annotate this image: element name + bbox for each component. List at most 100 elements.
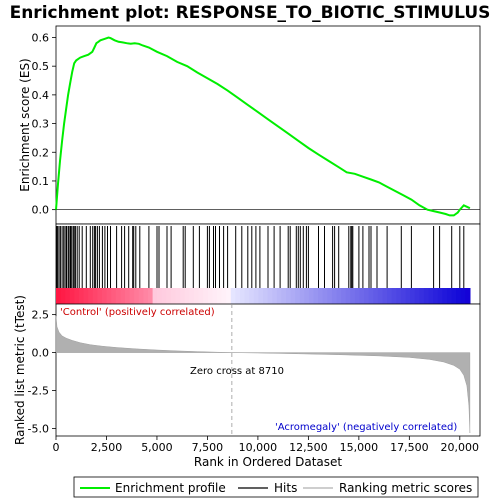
heat-band-cell	[253, 288, 259, 304]
heat-band-cell	[258, 288, 264, 304]
heat-band-cell	[400, 288, 407, 304]
metric-x-tick-label: 12,500	[289, 441, 328, 454]
metric-x-ticks: 0 2,500 5,000 7,500 10,000 12,500 15,000 17,500…	[53, 436, 480, 454]
legend: Enrichment profile Hits Ranking metric s…	[73, 476, 479, 498]
heat-band-cell	[244, 288, 250, 304]
heat-band-cell	[56, 288, 62, 304]
legend-box	[73, 476, 479, 498]
heat-band-cell	[433, 288, 439, 304]
heat-band-cell	[364, 288, 370, 304]
heat-band-cell	[74, 288, 80, 304]
metric-x-tick-label: 17,500	[390, 441, 429, 454]
heat-band-cell	[83, 288, 89, 304]
legend-hits-label: Hits	[274, 481, 297, 495]
heat-band-cell	[263, 288, 269, 304]
heat-band-cell	[290, 288, 296, 304]
es-y-tick-label: 0.6	[32, 31, 50, 44]
hit-lines	[56, 226, 465, 288]
metric-x-tick-label: 20,000	[441, 441, 480, 454]
metric-x-tick-label: 0	[53, 441, 60, 454]
heat-band-cell	[92, 288, 98, 304]
heat-band-cell	[161, 288, 167, 304]
heat-band-cell	[212, 288, 218, 304]
heat-band-cell	[88, 288, 94, 304]
heat-band-cell	[423, 288, 430, 304]
hits-panel	[55, 223, 481, 305]
heat-band-cell	[221, 288, 227, 304]
legend-metric-label: Ranking metric scores	[339, 481, 472, 495]
heat-band-cell	[138, 288, 144, 304]
heat-band-cell	[410, 288, 416, 304]
heat-band-cell	[129, 288, 135, 304]
heat-band-cell	[106, 288, 112, 304]
heat-band-cell	[198, 288, 204, 304]
heat-band-cell	[79, 288, 85, 304]
metric-x-axis-label: Rank in Ordered Dataset	[194, 455, 342, 469]
heat-band-cell	[285, 288, 292, 304]
heat-band-cell	[331, 288, 338, 304]
heat-band-cell	[451, 288, 457, 304]
es-y-tick-label: 0.4	[32, 89, 50, 102]
heat-band-cell	[134, 288, 140, 304]
heat-band-cell	[428, 288, 434, 304]
metric-x-tick-label: 7,500	[192, 441, 224, 454]
metric-x-tick-label: 15,000	[340, 441, 379, 454]
metric-y-axis-label: Ranked list metric (tTest)	[13, 295, 27, 445]
heat-band-cell	[175, 288, 181, 304]
negative-correlation-label: 'Acromegaly' (negatively correlated)	[275, 422, 457, 433]
heat-band-cell	[249, 288, 255, 304]
metric-y-tick-label: 2.5	[32, 309, 50, 322]
heat-band-cell	[327, 288, 333, 304]
metric-x-tick-label: 10,000	[239, 441, 278, 454]
heat-band-cell	[166, 288, 172, 304]
heat-band-cell	[240, 288, 246, 304]
heat-band-cell	[276, 288, 282, 304]
heat-band-cell	[65, 288, 71, 304]
heat-band-cell	[405, 288, 411, 304]
metric-x-tick-label: 2,500	[91, 441, 123, 454]
heat-band-cell	[299, 288, 305, 304]
es-y-tick-label: 0.3	[32, 118, 50, 131]
ranking-metric-area	[55, 316, 471, 434]
metric-panel: 2.5 0.0 -2.5 -5.0 0 2,500 5,000 7,500 10,000 12,…	[13, 295, 481, 469]
heat-band-cell	[295, 288, 301, 304]
metric-x-tick-label: 5,000	[141, 441, 173, 454]
heat-band-cell	[336, 288, 342, 304]
heat-band-cell	[226, 288, 232, 304]
heat-band-cell	[308, 288, 315, 304]
legend-enrichment-label: Enrichment profile	[115, 481, 226, 495]
heat-band-cell	[456, 288, 462, 304]
heat-band-cell	[102, 288, 108, 304]
heat-band-cell	[125, 288, 131, 304]
rank-heat-band	[56, 288, 471, 304]
enrichment-profile-line	[55, 36, 471, 217]
heat-band-cell	[189, 288, 195, 304]
heat-band-cell	[313, 288, 319, 304]
heat-band-cell	[148, 288, 154, 304]
heat-band-cell	[465, 288, 471, 304]
heat-band-cell	[230, 288, 236, 304]
heat-band-cell	[143, 288, 149, 304]
es-y-tick-label: 0.5	[32, 60, 50, 73]
heat-band-cell	[359, 288, 365, 304]
es-y-tick-label: 0.1	[32, 175, 50, 188]
heat-band-cell	[152, 288, 158, 304]
heat-band-cell	[350, 288, 356, 304]
es-panel: 0.0 0.1 0.2 0.3 0.4 0.5 0.6 Enrichment score (…	[18, 25, 481, 225]
zero-cross-label: Zero cross at 8710	[190, 366, 284, 377]
heat-band-cell	[377, 288, 384, 304]
es-y-tick-label: 0.0	[32, 204, 50, 217]
heat-band-cell	[97, 288, 103, 304]
heat-band-cell	[345, 288, 351, 304]
es-y-tick-label: 0.2	[32, 146, 50, 159]
heat-band-cell	[281, 288, 287, 304]
heat-band-cell	[318, 288, 324, 304]
heat-band-cell	[373, 288, 379, 304]
heat-band-cell	[184, 288, 190, 304]
metric-panel-frame	[55, 303, 481, 437]
heat-band-cell	[382, 288, 388, 304]
heat-band-cell	[207, 288, 213, 304]
chart-title: Enrichment plot: RESPONSE_TO_BIOTIC_STIM…	[10, 3, 491, 23]
positive-correlation-label: 'Control' (positively correlated)	[60, 307, 215, 318]
